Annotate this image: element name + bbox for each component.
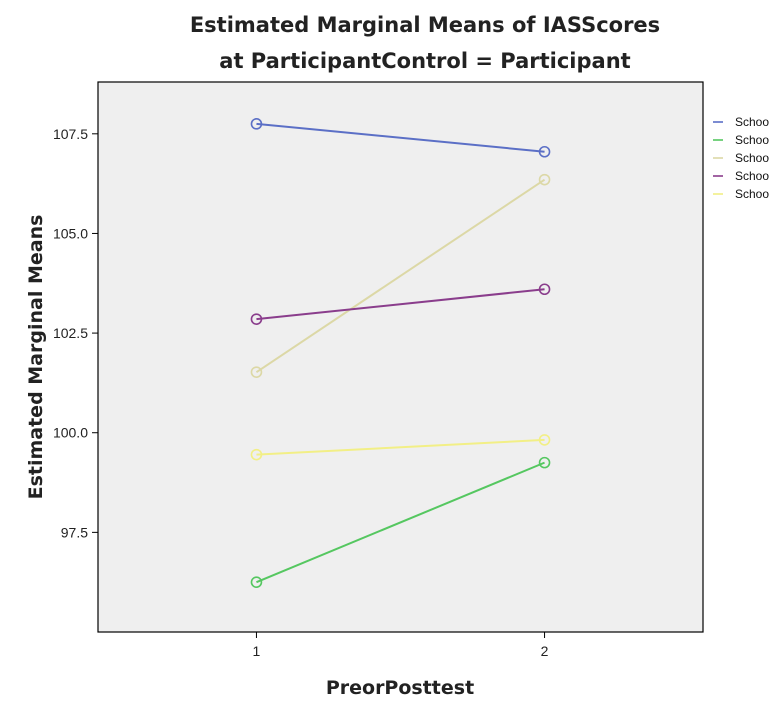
data-point (250, 448, 263, 461)
data-point (538, 173, 551, 186)
series-line (256, 122, 545, 153)
series-3 (250, 173, 551, 378)
legend-item: School D (713, 169, 769, 183)
legend-label: School D (735, 169, 769, 183)
series-4 (250, 283, 551, 325)
y-axis: 97.5 100.0 102.5 105.0 107.5 (53, 126, 98, 540)
chart-title: Estimated Marginal Means of IASScores (190, 13, 660, 37)
series-5 (250, 434, 551, 461)
data-point (250, 313, 263, 325)
legend: School A School B School C School D School E (713, 115, 769, 201)
chart-subtitle: at ParticipantControl = Participant (219, 49, 630, 73)
y-tick-label: 105.0 (53, 225, 88, 241)
x-tick-label: 2 (541, 643, 549, 659)
series-line (256, 461, 545, 584)
legend-item: School A (713, 115, 769, 129)
data-point (250, 366, 263, 378)
legend-item: School E (713, 187, 769, 201)
y-tick-label: 107.5 (53, 126, 88, 142)
legend-label: School C (735, 151, 769, 165)
legend-item: School C (713, 151, 769, 165)
data-point (538, 456, 551, 469)
data-point (538, 434, 551, 446)
y-axis-title: Estimated Marginal Means (25, 215, 47, 500)
series-2 (250, 456, 551, 588)
data-point (538, 283, 551, 296)
series-line (256, 438, 545, 456)
series-1 (250, 118, 551, 158)
legend-item: School B (713, 133, 769, 147)
x-tick-label: 1 (253, 643, 261, 659)
x-axis-title: PreorPosttest (326, 677, 474, 699)
y-tick-label: 97.5 (61, 524, 88, 540)
data-point (250, 118, 263, 130)
legend-label: School B (735, 133, 769, 147)
legend-label: School E (735, 187, 769, 201)
y-tick-label: 102.5 (53, 325, 88, 341)
series-line (256, 288, 545, 321)
series-line (255, 178, 546, 373)
series-layer (250, 118, 551, 588)
data-point (250, 576, 263, 588)
y-tick-label: 100.0 (53, 425, 88, 441)
plot-area (97, 81, 704, 633)
data-point (538, 145, 551, 158)
legend-label: School A (735, 115, 769, 129)
